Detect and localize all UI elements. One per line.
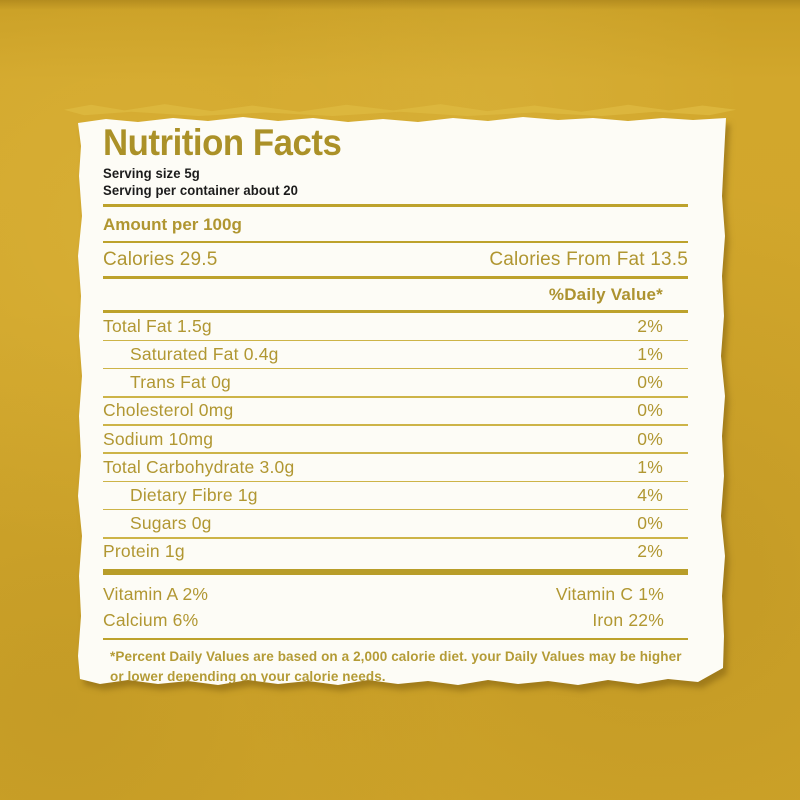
row-divider [103, 367, 688, 370]
nutrient-percent: 0% [637, 513, 663, 534]
daily-value-header: %Daily Value* [548, 285, 663, 304]
calories-from-fat-value: Calories From Fat 13.5 [489, 248, 688, 270]
nutrient-name: Total Fat 1.5g [103, 315, 212, 336]
divider-after-protein [103, 569, 688, 576]
table-row-saturated-fat: Saturated Fat 0.4g 1% [103, 341, 688, 368]
calories-value: Calories 29.5 [103, 248, 218, 270]
nutrient-percent: 1% [637, 343, 663, 364]
nutrient-name: Total Carbohydrate 3.0g [103, 456, 295, 477]
nutrient-name: Sodium 10mg [103, 428, 214, 449]
row-divider [103, 508, 688, 511]
nutrient-name: Cholesterol 0mg [103, 400, 234, 421]
serving-size-text: Serving size 5g [103, 166, 200, 181]
table-row-cholesterol: Cholesterol 0mg 0% [103, 398, 688, 425]
nutrient-percent: 2% [637, 541, 663, 562]
table-row-trans-fat: Trans Fat 0g 0% [103, 369, 688, 396]
micronutrient-row-1: Vitamin A 2% Vitamin C 1% [103, 581, 688, 607]
label-shadow-wrapper: Nutrition Facts Serving size 5g Serving … [78, 116, 726, 686]
table-row-protein: Protein 1g 2% [103, 539, 688, 566]
table-row-total-carbohydrate: Total Carbohydrate 3.0g 1% [103, 454, 688, 481]
table-row-sugars: Sugars 0g 0% [103, 510, 688, 537]
brush-stroke-highlight [64, 104, 736, 116]
footnote-text: *Percent Daily Values are based on a 2,0… [110, 649, 682, 685]
nutrient-percent: 2% [637, 315, 663, 336]
iron-value: Iron 22% [592, 610, 664, 631]
nutrient-name: Sugars 0g [130, 513, 212, 534]
divider-before-footnote [103, 638, 688, 641]
nutrient-name: Protein 1g [103, 541, 185, 562]
nutrient-percent: 4% [637, 484, 663, 505]
divider-after-calories [103, 276, 688, 279]
nutrient-percent: 0% [637, 400, 663, 421]
calories-row: Calories 29.5 Calories From Fat 13.5 [103, 243, 688, 276]
row-divider [103, 480, 688, 483]
divider-after-amount [103, 241, 688, 243]
table-row-sodium: Sodium 10mg 0% [103, 426, 688, 453]
nutrition-facts-label: Nutrition Facts Serving size 5g Serving … [78, 117, 726, 685]
row-divider [103, 424, 688, 426]
nutrient-name: Saturated Fat 0.4g [130, 343, 279, 364]
table-row-total-fat: Total Fat 1.5g 2% [103, 313, 688, 340]
micronutrients-section: Vitamin A 2% Vitamin C 1% Calcium 6% Iro… [103, 581, 688, 633]
nutrient-name: Dietary Fibre 1g [130, 484, 258, 505]
divider-after-daily-value [103, 310, 688, 313]
nutrient-percent: 1% [637, 456, 663, 477]
table-row-dietary-fibre: Dietary Fibre 1g 4% [103, 482, 688, 509]
micronutrient-row-2: Calcium 6% Iron 22% [103, 607, 688, 633]
vitamin-c-value: Vitamin C 1% [555, 584, 664, 605]
nutrient-percent: 0% [637, 428, 663, 449]
row-divider [103, 339, 688, 342]
nutrient-table: Total Fat 1.5g 2% Saturated Fat 0.4g 1% … [103, 313, 688, 565]
vitamin-a-value: Vitamin A 2% [103, 584, 209, 605]
servings-per-container-text: Serving per container about 20 [103, 183, 299, 198]
row-divider [103, 536, 688, 539]
calcium-value: Calcium 6% [103, 610, 199, 631]
row-divider [103, 452, 688, 454]
label-title: Nutrition Facts [103, 122, 342, 163]
divider-after-serving [103, 204, 688, 207]
amount-per-heading: Amount per 100g [103, 215, 242, 234]
nutrient-name: Trans Fat 0g [130, 372, 231, 393]
serving-info: Serving size 5g Serving per container ab… [103, 165, 688, 199]
nutrient-percent: 0% [637, 372, 663, 393]
row-divider [103, 395, 688, 398]
